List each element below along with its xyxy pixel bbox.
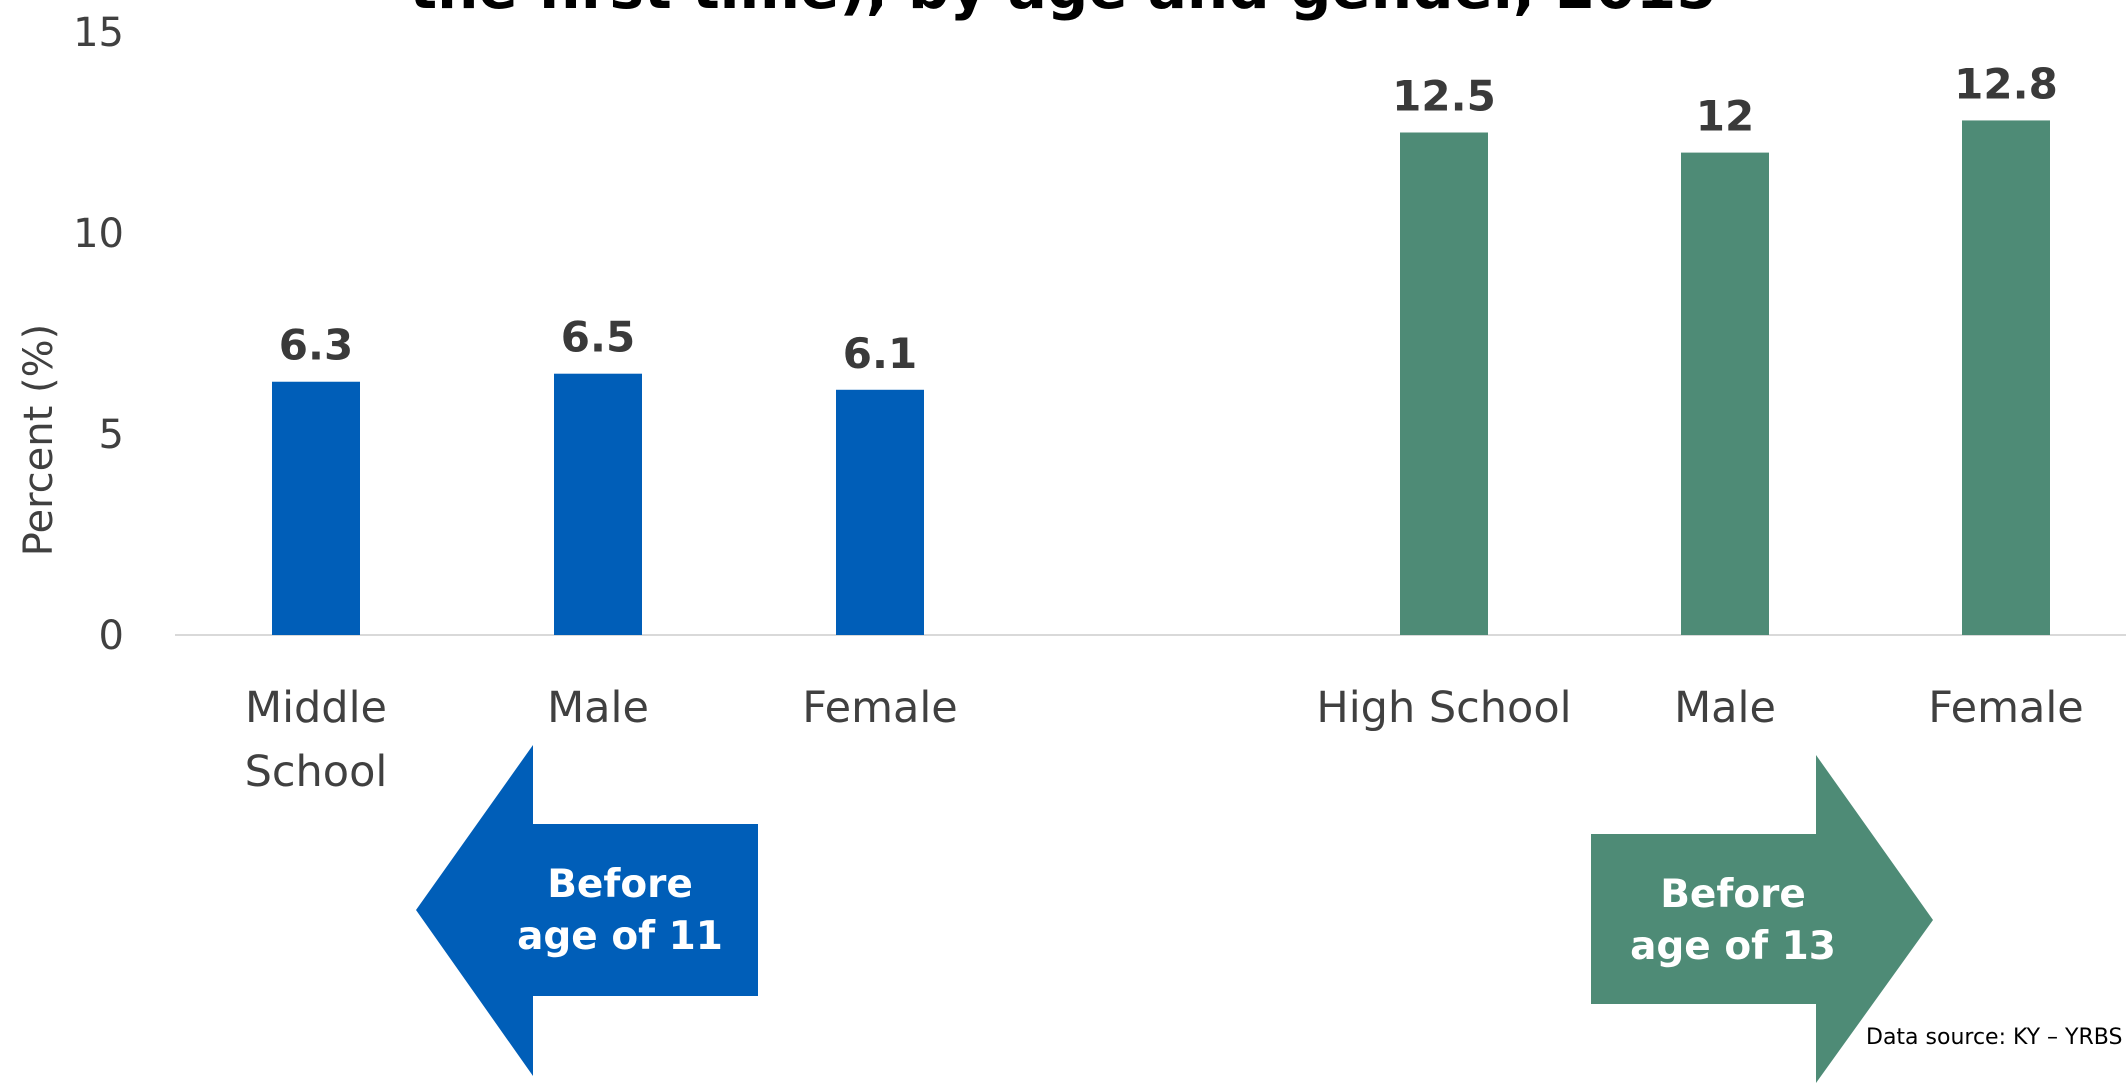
category-label-line: Female <box>802 683 957 733</box>
data-label: 12 <box>1696 92 1754 141</box>
arrow-text: Before <box>547 862 693 907</box>
y-axis-ticks: 0 5 10 15 <box>73 10 124 659</box>
category-label-line: High School <box>1316 683 1571 733</box>
category-label-line: Male <box>547 683 649 733</box>
data-source-note: Data source: KY – YRBS <box>1866 1025 2123 1050</box>
category-label: High School <box>1316 683 1571 733</box>
bar <box>836 389 924 635</box>
bar <box>1962 120 2050 635</box>
y-tick-label: 0 <box>99 613 124 659</box>
category-label: Middle School <box>245 683 388 797</box>
data-label: 6.1 <box>843 329 917 378</box>
arrow-text: Before <box>1660 872 1806 917</box>
bar <box>554 373 642 635</box>
category-labels: Middle School Male Female High School Male Fem… <box>245 683 2084 797</box>
category-label: Male <box>1674 683 1776 733</box>
category-label-line: Male <box>1674 683 1776 733</box>
y-tick-label: 5 <box>99 412 124 458</box>
data-label: 12.8 <box>1954 59 2058 108</box>
arrow-text: age of 11 <box>517 914 723 959</box>
category-label-line: Middle <box>245 683 387 733</box>
category-label: Male <box>547 683 649 733</box>
arrow-text: age of 13 <box>1630 924 1836 969</box>
category-label: Female <box>802 683 957 733</box>
y-tick-label: 15 <box>73 10 124 56</box>
data-labels: 6.3 6.5 6.1 12.5 12 12.8 <box>279 59 2058 377</box>
data-label: 12.5 <box>1392 72 1496 121</box>
y-axis-label: Percent (%) <box>16 324 62 556</box>
bar <box>1400 132 1488 635</box>
y-tick-label: 10 <box>73 211 124 257</box>
category-label-line: School <box>245 747 388 797</box>
bar <box>272 381 360 635</box>
bar <box>1681 152 1769 635</box>
age-arrows: Before age of 11 Before age of 13 <box>416 745 1933 1083</box>
right-arrow-shape <box>1591 755 1933 1083</box>
left-arrow-shape <box>416 745 758 1076</box>
bars <box>272 120 2050 635</box>
category-label: Female <box>1928 683 2083 733</box>
chart-title: the first time), by age and gender, 2015 <box>409 0 1716 22</box>
category-label-line: Female <box>1928 683 2083 733</box>
data-label: 6.5 <box>561 313 635 362</box>
data-label: 6.3 <box>279 321 353 370</box>
